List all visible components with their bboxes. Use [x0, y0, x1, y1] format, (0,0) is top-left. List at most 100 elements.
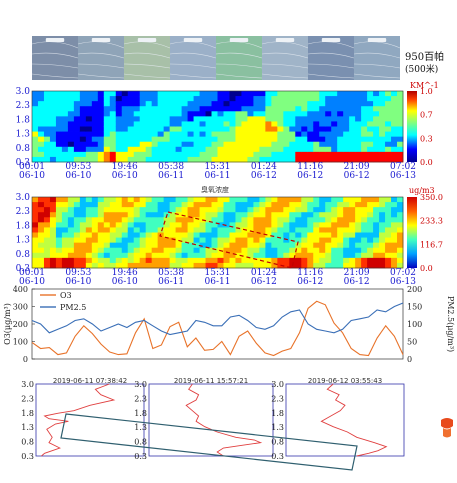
heat-cell [37, 202, 45, 208]
heat-cell [271, 91, 278, 97]
heat-cell [307, 202, 314, 208]
heat-cell [109, 217, 117, 223]
heat-cell [355, 101, 362, 107]
heat-cell [163, 227, 171, 233]
heat-cell [259, 262, 266, 269]
heat-cell [157, 121, 165, 127]
profile-panel: 2019-06-11 07:38:423.02.31.81.30.80.3 [21, 377, 145, 461]
heat-cell [145, 202, 153, 208]
heat-cell [355, 116, 362, 122]
heat-cell [319, 106, 326, 112]
heat-cell [361, 126, 368, 132]
heat-cell [391, 242, 398, 249]
heat-cell [115, 151, 123, 158]
heat-cell [259, 111, 266, 117]
heat-cell [163, 197, 171, 203]
heat-cell [115, 232, 123, 238]
heat-cell [157, 227, 165, 233]
profile-line [320, 383, 388, 457]
heat-cell [73, 151, 81, 158]
heat-cell [79, 202, 87, 208]
heat-cell [313, 232, 320, 238]
heat-cell [331, 207, 338, 213]
heat-cell [313, 96, 320, 102]
heat-cell [175, 252, 182, 259]
heat-cell [313, 156, 320, 163]
heat-cell [307, 91, 314, 97]
heat-cell [55, 247, 63, 254]
heat-cell [391, 111, 398, 117]
heat-cell [193, 146, 200, 153]
heat-cell [283, 232, 290, 238]
heat-cell [67, 146, 75, 153]
heat-cell [49, 202, 57, 208]
heat-cell [337, 156, 344, 163]
heat-cell [241, 202, 248, 208]
heat-cell [325, 91, 332, 97]
heat-cell [241, 136, 248, 143]
heat-cell [193, 96, 200, 102]
isobar-line [307, 63, 355, 69]
heat-cell [127, 141, 135, 148]
heat-cell [157, 96, 165, 102]
heat-cell [175, 227, 182, 233]
heat-cell [103, 126, 111, 132]
heat-cell [133, 197, 141, 203]
heat-cell [325, 252, 332, 259]
heat-cell [385, 111, 392, 117]
heat-cell [277, 222, 284, 228]
heat-cell [181, 91, 188, 97]
heat-cell [385, 262, 392, 269]
heat-cell [217, 257, 224, 264]
heat-cell [133, 96, 141, 102]
profile-y-tick-label: 2.3 [271, 394, 284, 403]
heat-cell [235, 207, 242, 213]
x-tick-time: 05:38 [158, 162, 184, 172]
heat-cell [379, 242, 386, 249]
heat-cell [127, 232, 135, 238]
lidar-heatmap [31, 90, 404, 163]
heat-cell [295, 227, 302, 233]
plot-frame [148, 383, 274, 457]
heat-cell [85, 121, 93, 127]
heat-cell [229, 262, 236, 269]
heat-cell [391, 252, 398, 259]
heat-cell [277, 91, 284, 97]
heat-cell [205, 257, 212, 264]
heat-cell [37, 151, 45, 158]
heat-cell [145, 197, 153, 203]
heat-cell [217, 212, 224, 218]
heat-cell [307, 247, 314, 254]
synoptic-level-label: 950百帕 [405, 50, 444, 63]
heat-cell [175, 96, 182, 102]
heat-cell [43, 91, 51, 97]
heat-cell [331, 121, 338, 127]
heat-cell [289, 232, 296, 238]
heat-cell [349, 247, 356, 254]
heat-cell [373, 227, 380, 233]
heat-cell [37, 111, 45, 117]
heat-cell [319, 217, 326, 223]
heat-cell [97, 141, 105, 148]
heat-cell [331, 116, 338, 122]
heat-cell [229, 101, 236, 107]
heat-cell [379, 227, 386, 233]
heat-cell [343, 222, 350, 228]
heat-cell [343, 131, 350, 138]
heat-cell [43, 136, 51, 143]
heat-cell [379, 156, 386, 163]
heat-cell [337, 96, 344, 102]
heat-cell [325, 101, 332, 107]
heat-cell [32, 121, 39, 127]
heat-cell [145, 242, 153, 249]
heat-cell [361, 212, 368, 218]
x-tick-date: 06-11 [158, 277, 184, 287]
heat-cell [73, 91, 81, 97]
heat-cell [259, 197, 266, 203]
heat-cell [109, 222, 117, 228]
heat-cell [199, 116, 206, 122]
heat-cell [361, 217, 368, 223]
heat-cell [361, 156, 368, 163]
heat-cell [301, 131, 308, 138]
heat-cell [349, 151, 356, 158]
